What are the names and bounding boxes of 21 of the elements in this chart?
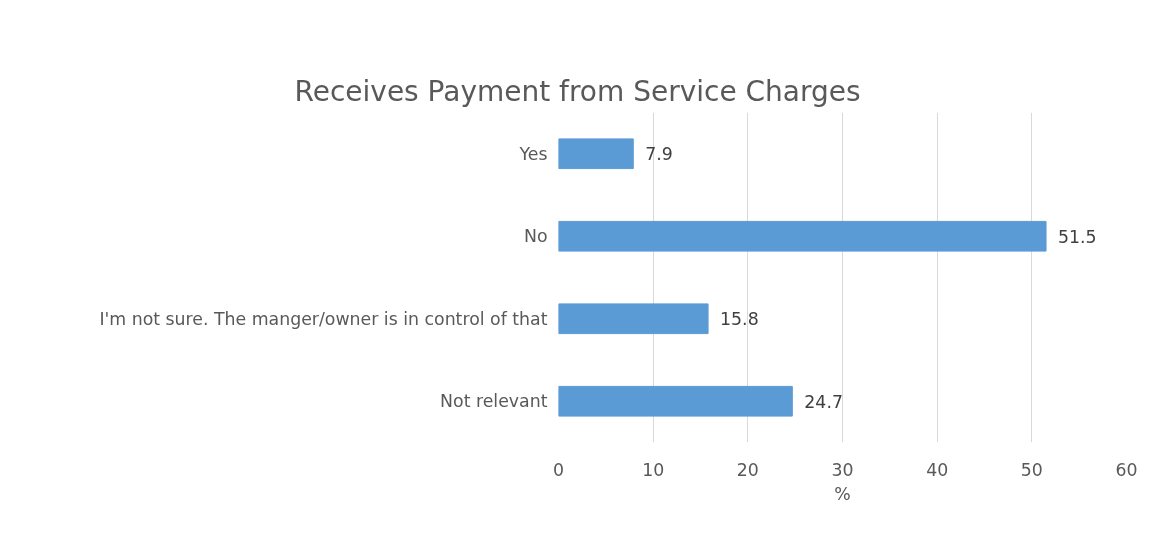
bar — [558, 303, 709, 335]
x-tick-label: 10 — [642, 459, 665, 480]
bar — [558, 138, 634, 170]
y-tick-label: Not relevant — [440, 391, 548, 412]
y-tick-label: Yes — [518, 143, 548, 164]
y-tick-label: No — [523, 226, 548, 247]
x-tick-label: 0 — [552, 459, 565, 480]
bar — [558, 385, 793, 417]
data-label: 24.7 — [804, 391, 843, 412]
x-tick-label: 50 — [1020, 459, 1043, 480]
data-label: 15.8 — [720, 309, 759, 330]
x-tick-label: 20 — [736, 459, 759, 480]
bar — [558, 220, 1047, 252]
chart-title: Receives Payment from Service Charges — [294, 74, 861, 108]
data-label: 7.9 — [645, 144, 673, 165]
data-label: 51.5 — [1058, 226, 1097, 247]
x-tick-label: 40 — [926, 459, 949, 480]
x-tick-label: 30 — [831, 459, 854, 480]
x-tick-label: 60 — [1115, 459, 1138, 480]
y-tick-label: I'm not sure. The manger/owner is in control of that — [99, 308, 548, 329]
x-axis-title: % — [834, 483, 851, 504]
